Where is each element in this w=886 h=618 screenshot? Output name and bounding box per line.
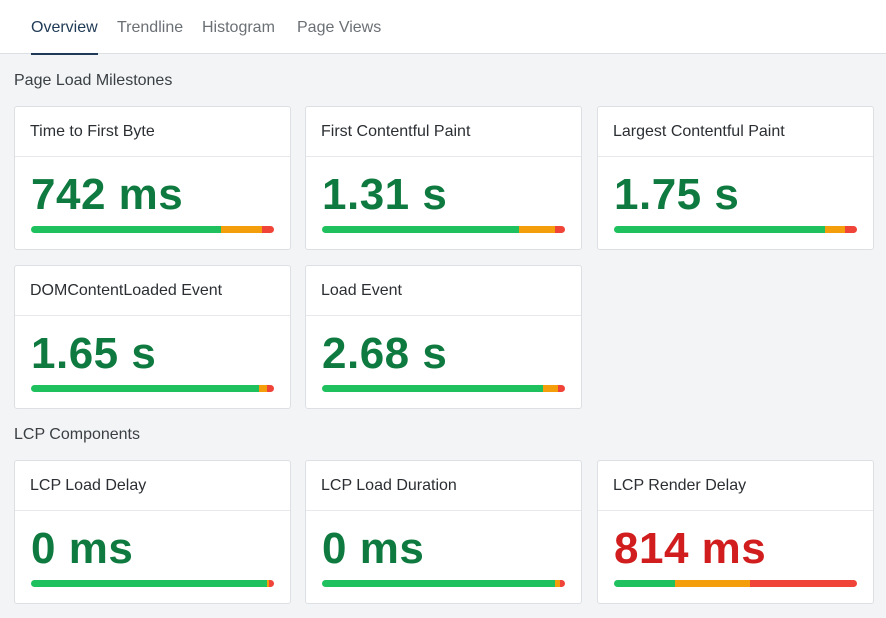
distribution-good-segment [31, 385, 260, 392]
distribution-poor-segment [555, 226, 565, 233]
distribution-bar [322, 226, 565, 233]
distribution-bar [322, 385, 565, 392]
tab-trendline[interactable]: Trendline [117, 19, 184, 36]
distribution-needs-improvement-segment [518, 226, 556, 233]
metric-label: Load Event [306, 266, 581, 316]
metric-label: Time to First Byte [15, 107, 290, 157]
distribution-bar [31, 226, 274, 233]
metric-card-ttfb[interactable]: Time to First Byte 742 ms [14, 106, 291, 250]
distribution-needs-improvement-segment [555, 580, 561, 587]
metric-card-lcp-load-delay[interactable]: LCP Load Delay 0 ms [14, 460, 291, 604]
metric-value: 0 ms [31, 524, 134, 573]
distribution-poor-segment [750, 580, 857, 587]
distribution-poor-segment [266, 385, 274, 392]
metric-value: 1.65 s [31, 329, 157, 378]
distribution-bar [614, 226, 857, 233]
distribution-poor-segment [560, 580, 565, 587]
metric-value: 814 ms [614, 524, 767, 573]
metric-card-fcp[interactable]: First Contentful Paint 1.31 s [305, 106, 582, 250]
metric-label: LCP Render Delay [598, 461, 873, 511]
distribution-good-segment [322, 226, 519, 233]
metric-card-load-event[interactable]: Load Event 2.68 s [305, 265, 582, 409]
metric-label: LCP Load Delay [15, 461, 290, 511]
metric-card-lcp-render-delay[interactable]: LCP Render Delay 814 ms [597, 460, 874, 604]
metric-value: 742 ms [31, 170, 184, 219]
distribution-bar [322, 580, 565, 587]
metric-value: 1.75 s [614, 170, 740, 219]
distribution-needs-improvement-segment [220, 226, 262, 233]
metric-label: Largest Contentful Paint [598, 107, 873, 157]
distribution-good-segment [322, 385, 544, 392]
distribution-bar [31, 580, 274, 587]
tab-page-views[interactable]: Page Views [297, 19, 382, 36]
distribution-bar [31, 385, 274, 392]
distribution-poor-segment [261, 226, 274, 233]
distribution-good-segment [322, 580, 556, 587]
distribution-needs-improvement-segment [674, 580, 751, 587]
section-title-page-load: Page Load Milestones [14, 72, 173, 89]
metric-card-lcp[interactable]: Largest Contentful Paint 1.75 s [597, 106, 874, 250]
metric-card-dcl[interactable]: DOMContentLoaded Event 1.65 s [14, 265, 291, 409]
metric-card-lcp-load-duration[interactable]: LCP Load Duration 0 ms [305, 460, 582, 604]
distribution-needs-improvement-segment [266, 580, 270, 587]
metric-value: 2.68 s [322, 329, 448, 378]
distribution-poor-segment [269, 580, 274, 587]
metric-value: 0 ms [322, 524, 425, 573]
metric-label: First Contentful Paint [306, 107, 581, 157]
metric-label: DOMContentLoaded Event [15, 266, 290, 316]
distribution-bar [614, 580, 857, 587]
distribution-poor-segment [557, 385, 565, 392]
distribution-needs-improvement-segment [825, 226, 845, 233]
metric-label: LCP Load Duration [306, 461, 581, 511]
distribution-good-segment [614, 580, 675, 587]
distribution-poor-segment [844, 226, 857, 233]
tab-bar: Overview Trendline Histogram Page Views [0, 0, 886, 55]
distribution-good-segment [31, 580, 267, 587]
distribution-needs-improvement-segment [543, 385, 558, 392]
distribution-good-segment [31, 226, 221, 233]
distribution-needs-improvement-segment [259, 385, 267, 392]
section-title-lcp: LCP Components [14, 426, 140, 443]
distribution-good-segment [614, 226, 826, 233]
metric-value: 1.31 s [322, 170, 448, 219]
tab-overview[interactable]: Overview [31, 0, 98, 55]
tab-histogram[interactable]: Histogram [202, 19, 275, 36]
